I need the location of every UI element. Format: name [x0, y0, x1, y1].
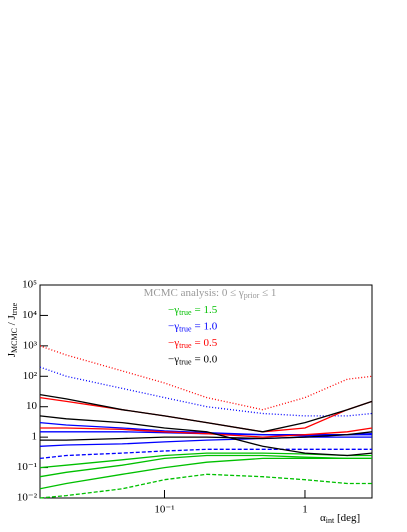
x-tick-label: 10⁻¹: [154, 504, 174, 516]
legend-label: = 1.5: [195, 304, 218, 316]
y-tick-label: 10⁻¹: [17, 461, 37, 473]
x-tick-label: 1: [302, 504, 308, 516]
legend-label: = 1.0: [195, 320, 218, 332]
legend-entry: −γtrue = 0.0: [168, 353, 218, 366]
series-line: [40, 427, 373, 438]
legend-sub: true: [179, 324, 192, 333]
y-tick-label: 10⁵: [22, 279, 37, 291]
series-line: [39, 415, 373, 457]
series-line: [39, 448, 372, 460]
legend-sub: true: [179, 341, 192, 350]
legend-sub: true: [179, 308, 192, 317]
y-tick-label: 10: [26, 400, 38, 412]
legend-label: = 0.5: [195, 337, 218, 349]
legend-name: −γ: [168, 304, 179, 316]
y-tick-label: 10⁴: [22, 309, 37, 321]
y-tick-label: 10²: [23, 370, 38, 382]
y-tick-label: 1: [32, 431, 38, 443]
legend-name: −γ: [168, 320, 179, 332]
annotation: MCMC analysis: 0 ≤ γprior ≤ 1: [144, 287, 277, 300]
series-line: [39, 345, 373, 411]
x-axis-label: αint [deg]: [320, 512, 360, 525]
legend-entry: −γtrue = 1.5: [168, 304, 218, 317]
plot-frame: [39, 284, 373, 499]
y-tick-label: 10⁻²: [17, 492, 38, 504]
y-tick-label: 10³: [23, 339, 38, 351]
y-axis-label: JMCMC / Jtrue: [6, 302, 19, 357]
series-line: [39, 436, 372, 447]
series-line: [39, 454, 372, 478]
legend-entry: −γtrue = 0.5: [168, 337, 218, 350]
legend-sub: true: [179, 357, 192, 366]
series-line: [40, 431, 373, 441]
series-line: [39, 473, 372, 499]
series-line: [39, 366, 373, 417]
series-line: [39, 393, 373, 433]
legend-label: = 0.0: [195, 353, 218, 365]
legend-entry: −γtrue = 1.0: [168, 320, 218, 333]
legend-name: −γ: [168, 353, 179, 365]
legend-name: −γ: [168, 337, 179, 349]
